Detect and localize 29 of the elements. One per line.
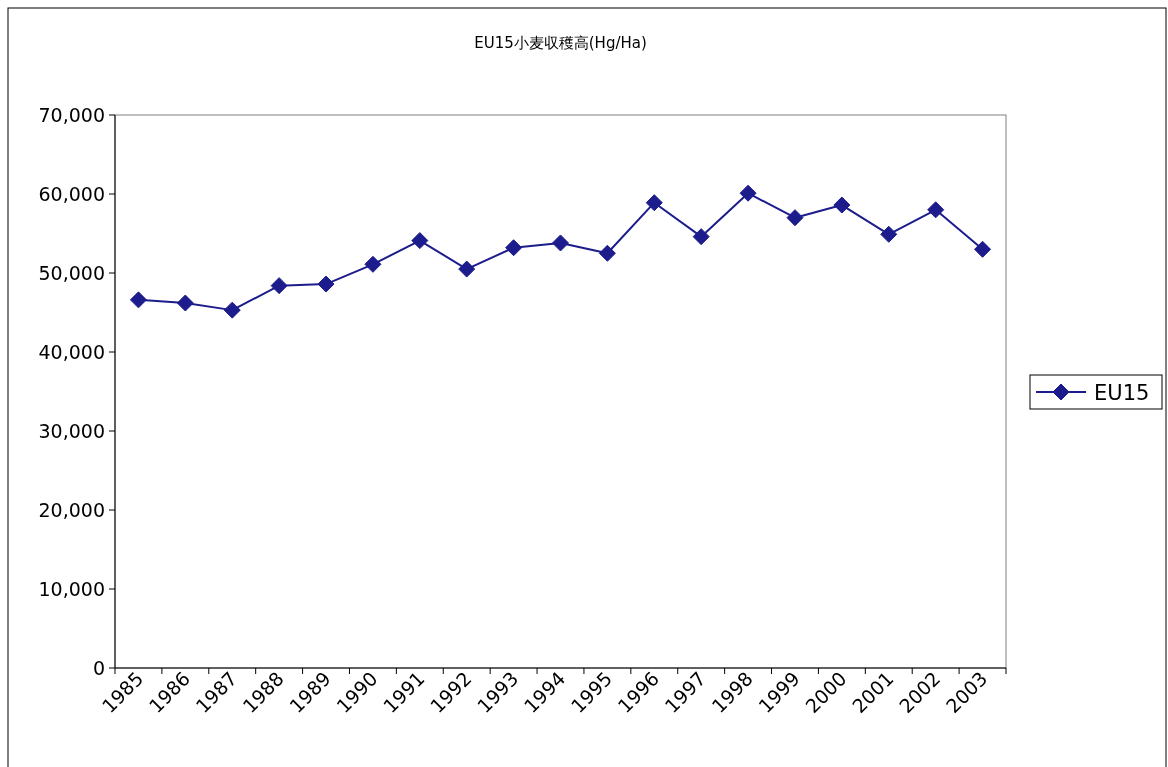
- point: [833, 196, 851, 214]
- y-tick-label: 70,000: [38, 104, 105, 126]
- point: [505, 239, 523, 257]
- point: [411, 232, 429, 250]
- point: [270, 277, 288, 295]
- point: [739, 184, 757, 202]
- y-tick-label: 0: [92, 657, 105, 679]
- y-tick-label: 40,000: [38, 341, 105, 363]
- y-tick-label: 50,000: [38, 262, 105, 284]
- point: [786, 209, 804, 227]
- point: [927, 201, 945, 219]
- point: [552, 234, 569, 252]
- point: [364, 255, 382, 273]
- point: [692, 228, 710, 246]
- point: [176, 294, 194, 312]
- y-tick-label: 30,000: [38, 420, 105, 442]
- point: [129, 291, 147, 309]
- y-tick-label: 10,000: [38, 578, 105, 600]
- point: [880, 225, 898, 243]
- y-tick-label: 20,000: [38, 499, 105, 521]
- legend-label: EU15: [1094, 381, 1150, 405]
- point: [458, 260, 476, 278]
- point: [223, 301, 241, 319]
- point: [317, 275, 335, 293]
- point: [598, 244, 616, 262]
- point: [974, 240, 992, 258]
- point: [645, 194, 663, 212]
- y-tick-label: 60,000: [38, 183, 105, 205]
- chart-title: EU15小麦収穫高(Hg/Ha): [474, 34, 647, 52]
